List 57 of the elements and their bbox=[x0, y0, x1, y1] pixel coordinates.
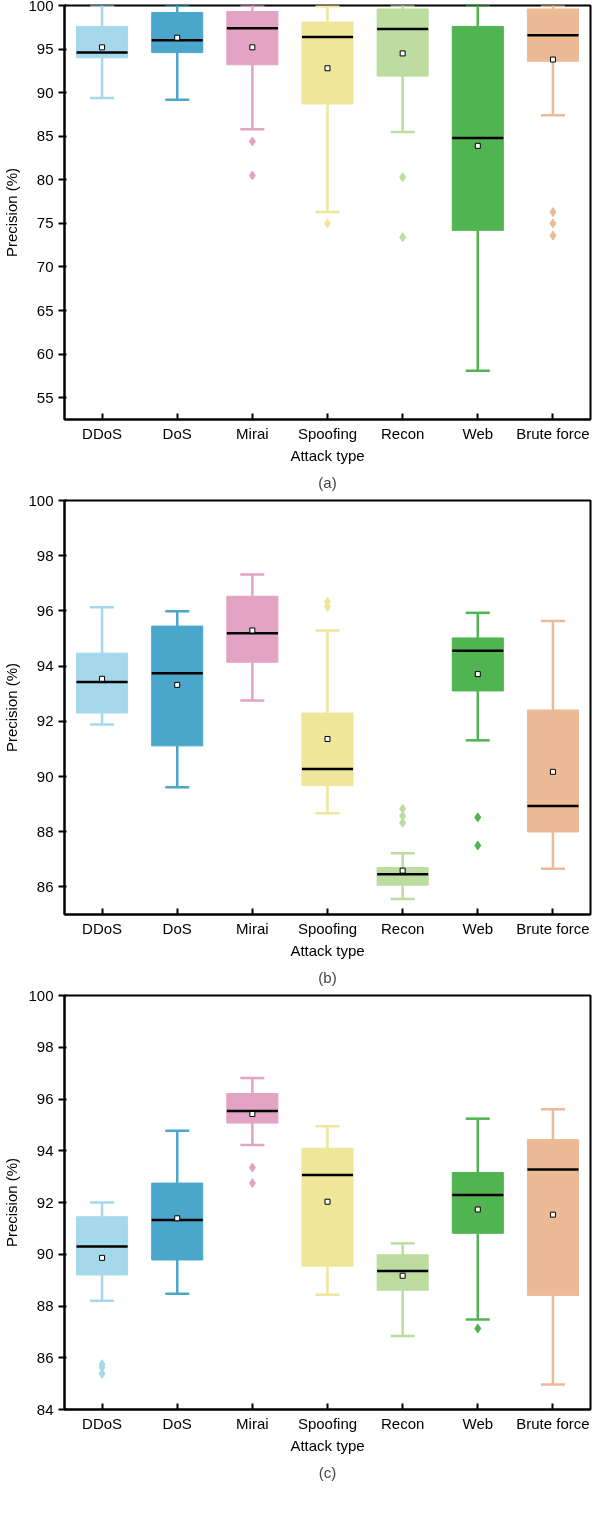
x-tick-label: Spoofing bbox=[297, 1414, 358, 1432]
y-tick-label: 96 bbox=[36, 601, 54, 619]
y-tick-label: 65 bbox=[36, 301, 54, 319]
y-tick-label: 75 bbox=[36, 214, 54, 232]
y-tick-label: 100 bbox=[28, 0, 54, 14]
y-tick-label: 90 bbox=[36, 83, 54, 101]
x-tick-label: DDoS bbox=[82, 1414, 123, 1432]
x-tick-label: Mirai bbox=[236, 424, 269, 442]
y-tick-label: 95 bbox=[36, 40, 54, 58]
y-tick-label: 100 bbox=[28, 491, 54, 509]
y-tick-label: 98 bbox=[36, 546, 54, 564]
x-tick-label: DoS bbox=[162, 424, 192, 442]
x-axis-title: Attack type bbox=[290, 1436, 365, 1454]
y-tick-label: 88 bbox=[36, 1297, 54, 1314]
x-tick-label: Web bbox=[462, 919, 494, 937]
y-tick-label: 96 bbox=[36, 1090, 54, 1107]
y-tick-label: 84 bbox=[36, 1400, 54, 1418]
x-tick-label: Spoofing bbox=[297, 919, 358, 937]
text: (a) bbox=[318, 473, 337, 491]
y-tick-label: 60 bbox=[36, 345, 54, 363]
y-tick-label: 92 bbox=[36, 1193, 54, 1211]
x-tick-label: Mirai bbox=[236, 919, 269, 937]
x-tick-label: DDoS bbox=[82, 919, 123, 937]
x-tick-label: Brute force bbox=[516, 424, 590, 442]
y-tick-label: 86 bbox=[36, 1348, 54, 1366]
y-tick-label: 100 bbox=[28, 986, 54, 1004]
y-tick-label: 90 bbox=[36, 1245, 54, 1263]
y-tick-label: 70 bbox=[36, 257, 54, 275]
y-tick-label: 94 bbox=[36, 1141, 54, 1159]
y-tick-label: 55 bbox=[36, 388, 54, 406]
x-tick-label: DoS bbox=[162, 1414, 192, 1432]
y-axis-title: Precision (%) bbox=[3, 662, 21, 753]
y-tick-label: 86 bbox=[36, 877, 54, 895]
x-tick-label: DoS bbox=[162, 919, 192, 937]
text: (b) bbox=[318, 968, 337, 986]
x-tick-label: Spoofing bbox=[297, 424, 358, 442]
x-tick-label: Brute force bbox=[516, 1414, 590, 1432]
x-tick-label: DDoS bbox=[82, 424, 123, 442]
text: (c) bbox=[318, 1463, 337, 1481]
x-tick-label: Brute force bbox=[516, 919, 590, 937]
y-axis-title: Precision (%) bbox=[3, 1157, 21, 1248]
x-axis-title: Attack type bbox=[290, 941, 365, 959]
x-tick-label: Recon bbox=[380, 1414, 425, 1432]
y-tick-label: 92 bbox=[36, 712, 54, 730]
y-tick-label: 88 bbox=[36, 822, 54, 840]
y-axis-title: Precision (%) bbox=[3, 167, 21, 258]
x-tick-label: Recon bbox=[380, 424, 425, 442]
x-tick-label: Mirai bbox=[236, 1414, 269, 1432]
y-tick-label: 98 bbox=[36, 1038, 54, 1056]
x-tick-label: Recon bbox=[380, 919, 425, 937]
x-axis-title: Attack type bbox=[290, 446, 365, 464]
y-tick-label: 94 bbox=[36, 657, 54, 675]
y-tick-label: 90 bbox=[36, 767, 54, 785]
x-tick-label: Web bbox=[462, 424, 494, 442]
x-tick-label: Web bbox=[462, 1414, 494, 1432]
y-tick-label: 80 bbox=[36, 170, 54, 188]
y-tick-label: 85 bbox=[36, 127, 54, 145]
